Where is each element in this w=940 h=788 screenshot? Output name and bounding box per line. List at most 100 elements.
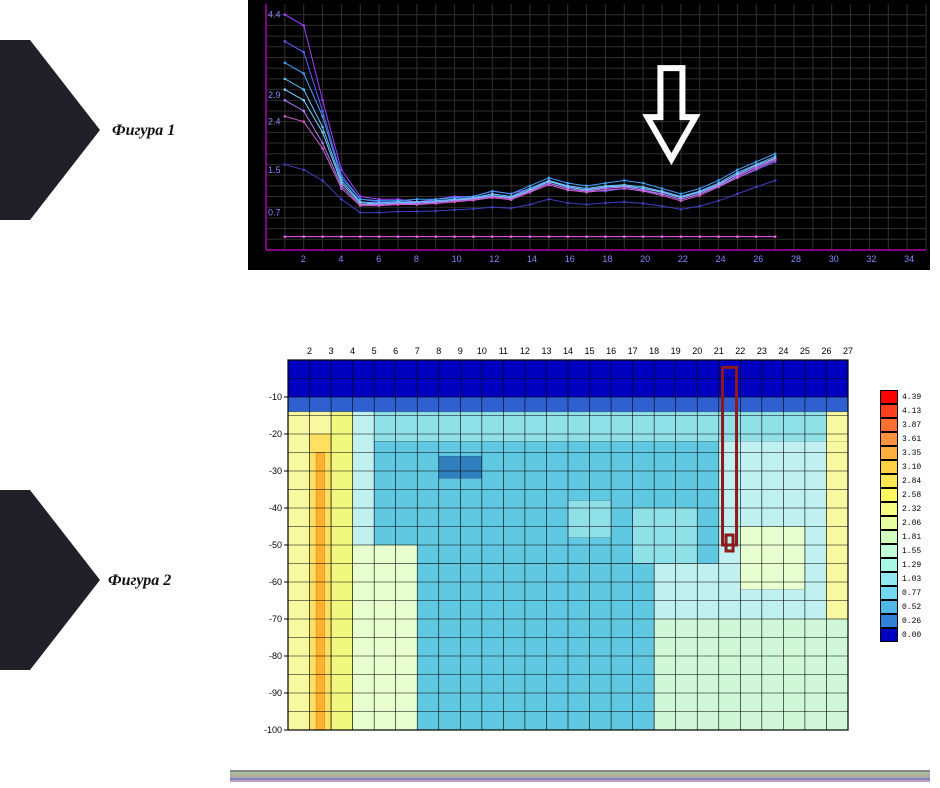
svg-text:-80: -80 — [269, 651, 282, 661]
legend-row: 2.06 — [880, 516, 935, 530]
legend-swatch — [880, 390, 898, 404]
svg-text:13: 13 — [541, 346, 551, 356]
svg-text:9: 9 — [458, 346, 463, 356]
svg-text:22: 22 — [678, 254, 688, 264]
legend-row: 1.29 — [880, 558, 935, 572]
svg-text:-90: -90 — [269, 688, 282, 698]
legend-swatch — [880, 488, 898, 502]
legend-row: 0.00 — [880, 628, 935, 642]
legend-row: 3.61 — [880, 432, 935, 446]
svg-text:23: 23 — [757, 346, 767, 356]
legend-swatch — [880, 404, 898, 418]
pointer-shape-1 — [0, 40, 100, 220]
legend-swatch — [880, 502, 898, 516]
svg-text:12: 12 — [520, 346, 530, 356]
svg-text:-20: -20 — [269, 429, 282, 439]
svg-text:4: 4 — [338, 254, 343, 264]
svg-text:15: 15 — [585, 346, 595, 356]
legend-row: 3.10 — [880, 460, 935, 474]
svg-text:-10: -10 — [269, 392, 282, 402]
legend-value: 3.10 — [902, 463, 921, 472]
legend-row: 0.52 — [880, 600, 935, 614]
legend-row: 4.13 — [880, 404, 935, 418]
svg-text:2.4: 2.4 — [268, 117, 281, 127]
legend-row: 4.39 — [880, 390, 935, 404]
svg-text:24: 24 — [716, 254, 726, 264]
svg-text:-40: -40 — [269, 503, 282, 513]
svg-text:-30: -30 — [269, 466, 282, 476]
legend-swatch — [880, 418, 898, 432]
legend-row: 1.81 — [880, 530, 935, 544]
svg-text:26: 26 — [821, 346, 831, 356]
svg-text:28: 28 — [791, 254, 801, 264]
svg-text:22: 22 — [735, 346, 745, 356]
heatmap-legend: 4.39 4.13 3.87 3.61 3.35 3.10 2.84 2.58 2.32 2.06… — [880, 390, 935, 642]
legend-value: 3.61 — [902, 435, 921, 444]
legend-swatch — [880, 544, 898, 558]
svg-text:24: 24 — [778, 346, 788, 356]
svg-text:4: 4 — [350, 346, 355, 356]
legend-value: 4.39 — [902, 393, 921, 402]
legend-swatch — [880, 600, 898, 614]
pointer-poly-1 — [0, 40, 100, 220]
legend-value: 0.26 — [902, 617, 921, 626]
svg-text:10: 10 — [452, 254, 462, 264]
line-chart: 0.71.52.42.94.42468101214161820222426283… — [248, 0, 930, 270]
legend-value: 2.84 — [902, 477, 921, 486]
legend-value: 4.13 — [902, 407, 921, 416]
legend-swatch — [880, 460, 898, 474]
legend-row: 2.58 — [880, 488, 935, 502]
legend-value: 2.58 — [902, 491, 921, 500]
svg-text:20: 20 — [640, 254, 650, 264]
svg-text:2.9: 2.9 — [268, 90, 281, 100]
svg-text:8: 8 — [414, 254, 419, 264]
svg-text:16: 16 — [565, 254, 575, 264]
pointer-shape-2 — [0, 490, 100, 670]
legend-value: 3.35 — [902, 449, 921, 458]
legend-value: 0.00 — [902, 631, 921, 640]
legend-value: 0.77 — [902, 589, 921, 598]
svg-text:14: 14 — [563, 346, 573, 356]
svg-text:1.5: 1.5 — [268, 165, 281, 175]
svg-text:20: 20 — [692, 346, 702, 356]
legend-row: 1.03 — [880, 572, 935, 586]
legend-value: 1.29 — [902, 561, 921, 570]
svg-text:-70: -70 — [269, 614, 282, 624]
legend-swatch — [880, 474, 898, 488]
svg-text:18: 18 — [649, 346, 659, 356]
svg-text:2: 2 — [307, 346, 312, 356]
legend-swatch — [880, 432, 898, 446]
legend-row: 3.87 — [880, 418, 935, 432]
svg-text:16: 16 — [606, 346, 616, 356]
svg-text:3: 3 — [329, 346, 334, 356]
svg-text:19: 19 — [671, 346, 681, 356]
legend-row: 3.35 — [880, 446, 935, 460]
legend-row: 0.77 — [880, 586, 935, 600]
svg-text:27: 27 — [843, 346, 853, 356]
legend-value: 1.81 — [902, 533, 921, 542]
svg-text:14: 14 — [527, 254, 537, 264]
legend-value: 0.52 — [902, 603, 921, 612]
svg-text:5: 5 — [372, 346, 377, 356]
svg-text:21: 21 — [714, 346, 724, 356]
legend-swatch — [880, 614, 898, 628]
figure-2-label: Фигура 2 — [108, 572, 171, 590]
heatmap-chart: 2345678910111213141516171819202122232425… — [248, 340, 868, 740]
svg-text:26: 26 — [753, 254, 763, 264]
legend-swatch — [880, 558, 898, 572]
svg-text:-60: -60 — [269, 577, 282, 587]
svg-text:7: 7 — [415, 346, 420, 356]
svg-text:11: 11 — [499, 346, 508, 356]
svg-text:12: 12 — [489, 254, 499, 264]
svg-text:6: 6 — [376, 254, 381, 264]
figure-1-label: Фигура 1 — [112, 122, 175, 140]
legend-value: 2.06 — [902, 519, 921, 528]
legend-swatch — [880, 572, 898, 586]
legend-value: 1.55 — [902, 547, 921, 556]
legend-swatch — [880, 516, 898, 530]
legend-row: 2.32 — [880, 502, 935, 516]
legend-value: 2.32 — [902, 505, 921, 514]
legend-swatch — [880, 628, 898, 642]
svg-text:-100: -100 — [264, 725, 282, 735]
svg-text:6: 6 — [393, 346, 398, 356]
